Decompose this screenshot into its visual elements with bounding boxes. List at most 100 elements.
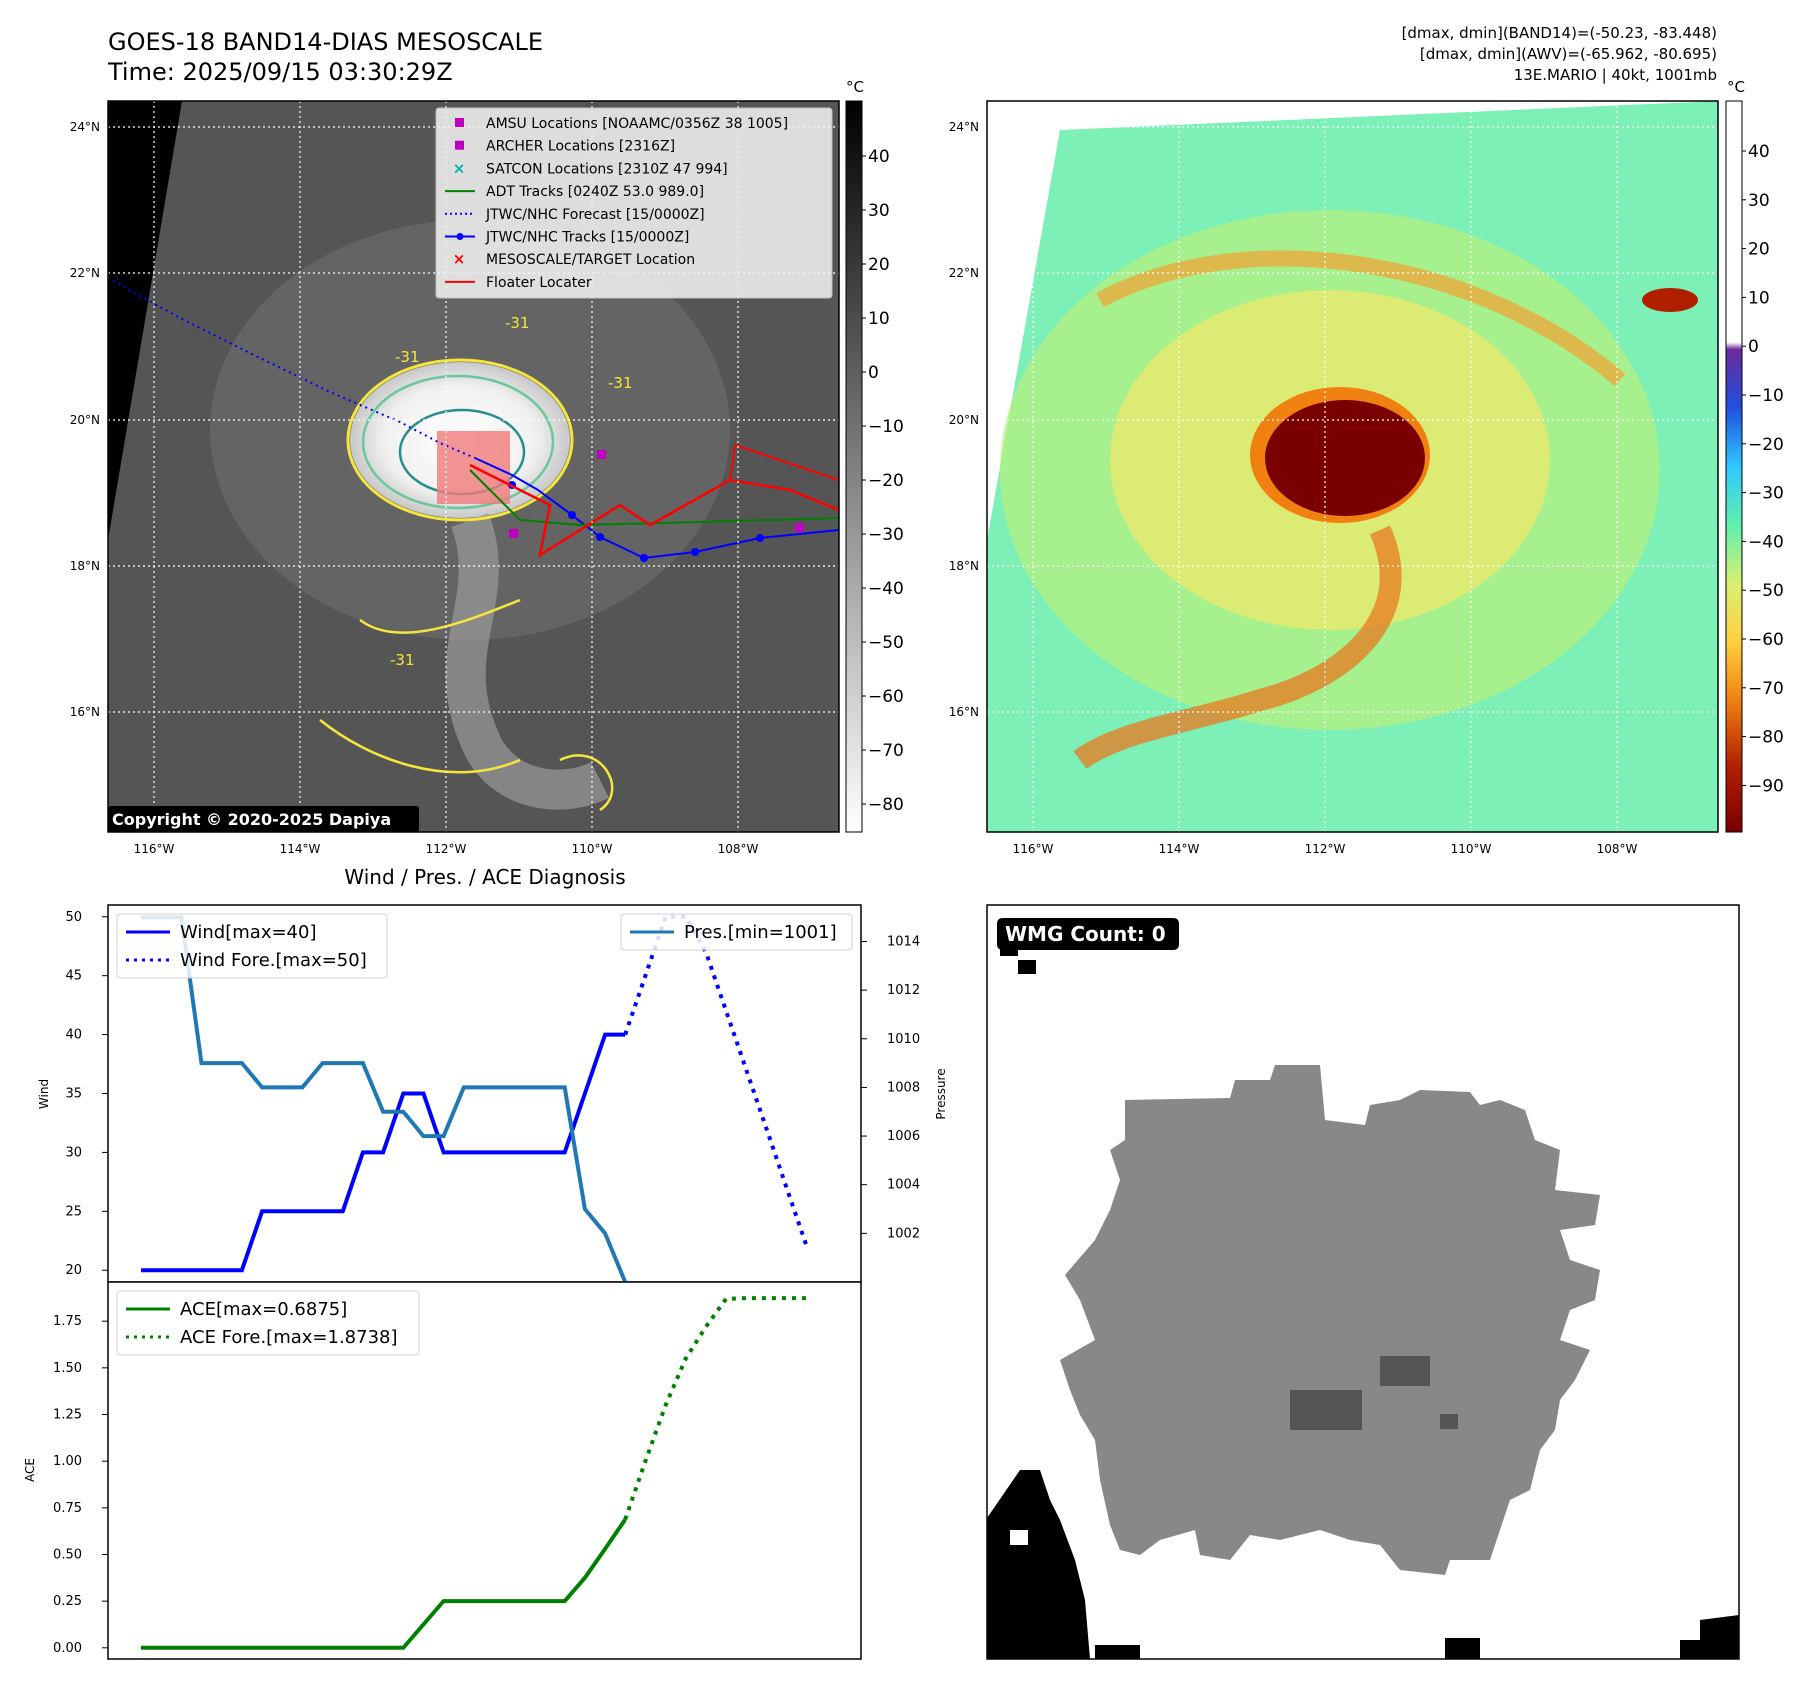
wmg-count-box	[997, 918, 1179, 950]
colorbar-tick-label: 0	[868, 363, 879, 383]
ir-contour-yellow	[346, 358, 574, 522]
ir-colorbar-ticks: 40 30 20 10 0 −10 −20 −30 −40 −50 −60 −70 −80	[862, 147, 904, 815]
ir-colorbar	[845, 100, 863, 833]
copyright-text: Copyright © 2020-2025 Dapiya	[112, 810, 391, 829]
y-tick-label: 25	[65, 1204, 82, 1219]
lon-label: 116°W	[1013, 842, 1054, 856]
series-line	[141, 1518, 627, 1650]
y-tick-label: 1.00	[53, 1454, 82, 1469]
y-tick-label: 0.50	[53, 1547, 82, 1562]
lat-label: 22°N	[949, 266, 979, 280]
wind-legend-box	[116, 913, 388, 979]
wind-fore-legend-label: Wind Fore.[max=50]	[180, 950, 367, 971]
lat-label: 20°N	[949, 413, 979, 427]
colorbar-tick-label: −10	[868, 417, 904, 437]
awv-southern-band	[1073, 525, 1402, 770]
legend-marker	[456, 233, 464, 240]
y-tick-label: 0.75	[53, 1501, 82, 1516]
ir-map-panel: -31 -31 -31 -31 AMSU Locations [NOAAMC/0…	[70, 78, 904, 856]
lon-label: 112°W	[1305, 842, 1346, 856]
ir-contour-green	[361, 374, 555, 510]
diagnosis-title: Wind / Pres. / ACE Diagnosis	[344, 865, 625, 889]
lat-label: 24°N	[949, 120, 979, 134]
stats-line-3: 13E.MARIO | 40kt, 1001mb	[1514, 66, 1717, 84]
ace-chart: 1.75 1.50 1.25 1.00 0.75 0.50 0.25 0.00 ACE ACE…	[23, 1281, 862, 1660]
colorbar-tick-label: −90	[1748, 776, 1784, 796]
wmg-dark-cell	[1440, 1414, 1458, 1429]
legend-label: MESOSCALE/TARGET Location	[486, 252, 695, 268]
pressure-ylabel: Pressure	[934, 1068, 948, 1119]
ir-legend: AMSU Locations [NOAAMC/0356Z 38 1005] ARC…	[445, 116, 788, 291]
colorbar-tick-label: −70	[1748, 679, 1784, 699]
lon-label: 108°W	[1597, 842, 1638, 856]
wind-ylabel: Wind	[37, 1079, 51, 1109]
wind-legend-label: Wind[max=40]	[180, 922, 317, 943]
colorbar-tick-label: −40	[868, 579, 904, 599]
legend-label: AMSU Locations [NOAAMC/0356Z 38 1005]	[486, 116, 788, 132]
lon-label: 110°W	[1451, 842, 1492, 856]
lon-label: 110°W	[572, 842, 613, 856]
legend-label: JTWC/NHC Forecast [15/0000Z]	[485, 207, 705, 223]
lat-label: 24°N	[70, 120, 100, 134]
stats-line-1: [dmax, dmin](BAND14)=(-50.23, -83.448)	[1402, 24, 1717, 42]
colorbar-tick-label: −80	[868, 795, 904, 815]
adt-track	[469, 469, 839, 527]
figure-title: GOES-18 BAND14-DIAS MESOSCALE	[108, 28, 543, 56]
contour-label: -31	[395, 348, 420, 366]
legend-label: Floater Locater	[486, 275, 592, 291]
contour-label: -31	[608, 374, 633, 392]
wmg-gray-region	[1060, 1065, 1600, 1575]
colorbar-tick-label: 10	[868, 309, 890, 329]
ir-lat-labels: 24°N 22°N 20°N 18°N 16°N	[70, 120, 100, 719]
best-track-points	[508, 481, 764, 562]
awv-frame	[986, 100, 1719, 833]
legend-marker: ×	[453, 159, 466, 177]
wmg-black-cell	[1095, 1645, 1140, 1659]
ir-contour-bands	[319, 598, 614, 812]
lat-label: 20°N	[70, 413, 100, 427]
amsu-location-2	[795, 523, 804, 532]
colorbar-tick-label: 20	[1748, 240, 1770, 260]
y-tick-label: 1.75	[53, 1314, 82, 1329]
colorbar-tick-label: 30	[868, 201, 890, 221]
colorbar-tick-label: −60	[1748, 630, 1784, 650]
floater-track	[469, 463, 839, 558]
y2-tick-label: 1008	[887, 1080, 920, 1095]
colorbar-tick-label: 30	[1748, 191, 1770, 211]
y-tick-label: 40	[65, 1028, 82, 1043]
awv-lon-labels: 116°W 114°W 112°W 110°W 108°W	[1013, 842, 1638, 856]
ace-fore-legend-label: ACE Fore.[max=1.8738]	[180, 1327, 398, 1348]
ir-frame	[107, 100, 840, 833]
awv-colorbar-unit: °C	[1727, 78, 1745, 96]
colorbar-tick-label: −20	[1748, 435, 1784, 455]
amsu-location	[597, 450, 606, 459]
ace-legend-label: ACE[max=0.6875]	[180, 1299, 347, 1320]
wmg-dark-cell	[1380, 1356, 1430, 1386]
legend-label: SATCON Locations [2310Z 47 994]	[486, 161, 728, 177]
y-tick-label: 50	[65, 910, 82, 925]
ir-nodata-wedge	[108, 101, 182, 540]
wmg-black-region	[987, 1470, 1090, 1659]
colorbar-tick-label: −40	[1748, 532, 1784, 552]
series-line	[623, 1296, 807, 1521]
y-tick-label: 0.25	[53, 1594, 82, 1609]
ir-rainband	[445, 512, 609, 810]
pres-legend-label: Pres.[min=1001]	[684, 922, 837, 943]
y2-tick-label: 1014	[887, 934, 920, 949]
colorbar-tick-label: −50	[868, 633, 904, 653]
y2-tick-label: 1002	[887, 1226, 920, 1241]
colorbar-tick-label: 0	[1748, 337, 1759, 357]
legend-marker	[455, 140, 464, 150]
series-line	[141, 1032, 626, 1273]
legend-label: ADT Tracks [0240Z 53.0 989.0]	[486, 184, 704, 200]
legend-label: ARCHER Locations [2316Z]	[486, 139, 675, 155]
colorbar-tick-label: −20	[868, 471, 904, 491]
colorbar-tick-label: −70	[868, 741, 904, 761]
colorbar-tick-label: 10	[1748, 288, 1770, 308]
legend-label: JTWC/NHC Tracks [15/0000Z]	[485, 230, 689, 246]
ir-lon-labels: 116°W 114°W 112°W 110°W 108°W	[134, 842, 759, 856]
wmg-panel: WMG Count: 0	[986, 904, 1740, 1660]
lat-label: 18°N	[949, 559, 979, 573]
colorbar-tick-label: −50	[1748, 581, 1784, 601]
